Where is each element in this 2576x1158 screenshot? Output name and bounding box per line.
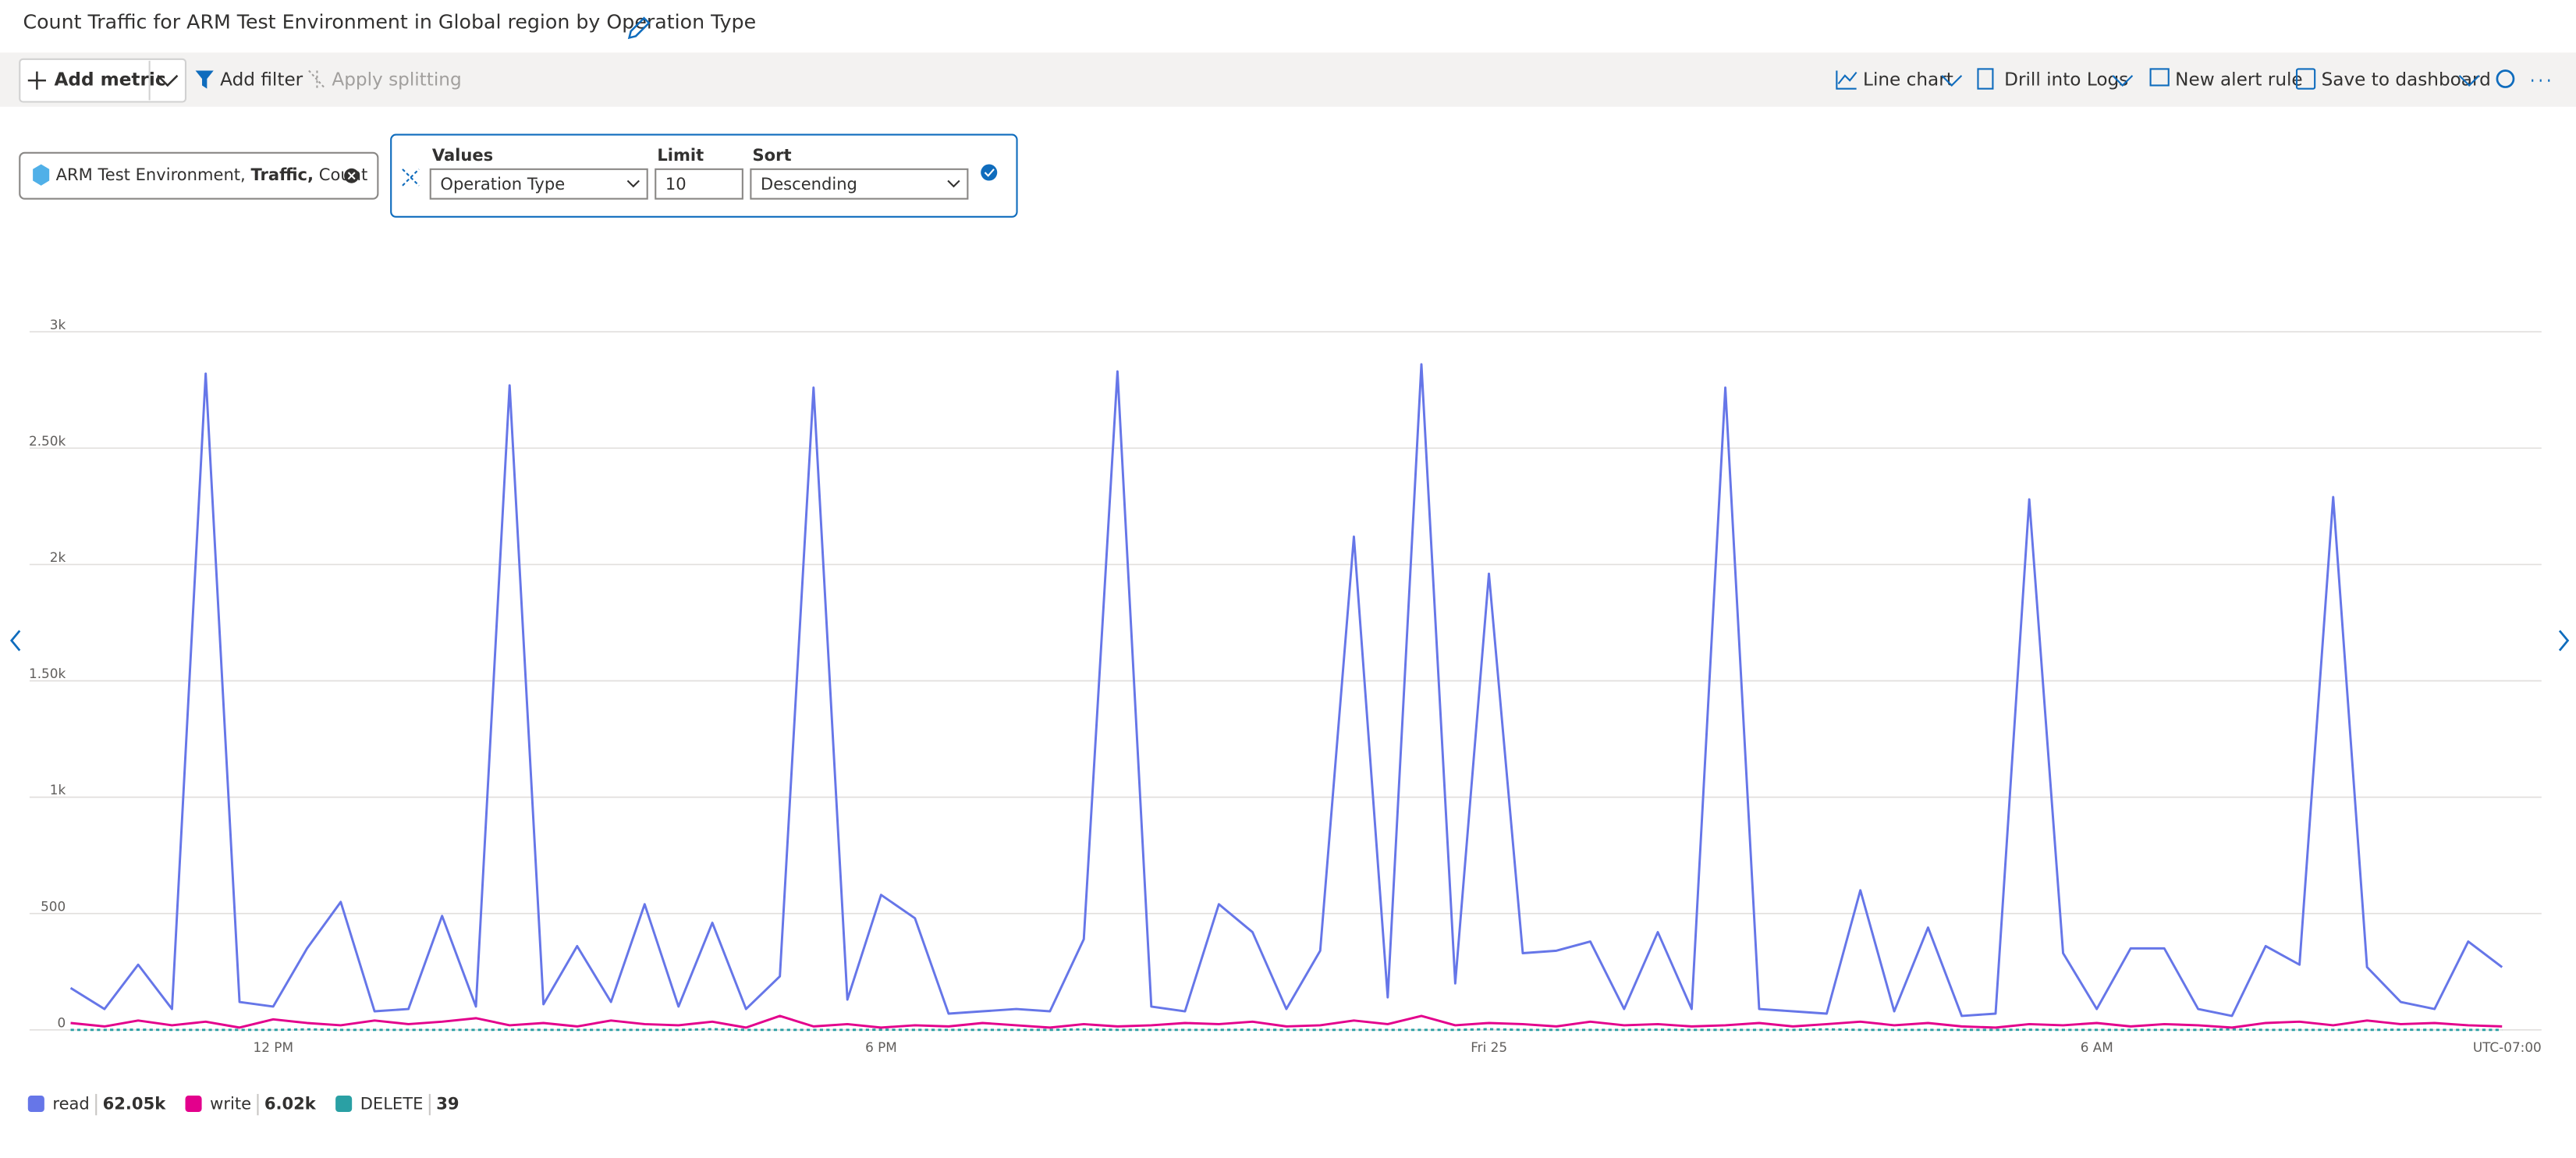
line-chart-icon bbox=[1836, 70, 1857, 90]
edit-title-icon[interactable] bbox=[627, 16, 651, 40]
limit-label: Limit bbox=[657, 145, 704, 165]
logs-icon bbox=[1977, 68, 1994, 90]
y-tick-label: 0 bbox=[58, 1014, 66, 1030]
toolbar bbox=[0, 52, 2576, 107]
legend-swatch bbox=[335, 1096, 353, 1113]
chart-title: Count Traffic for ARM Test Environment i… bbox=[23, 10, 756, 33]
y-tick-label: 2.50k bbox=[29, 433, 66, 449]
add-metric-button[interactable] bbox=[19, 58, 187, 103]
values-label: Values bbox=[432, 145, 493, 165]
series-line bbox=[70, 1014, 2503, 1029]
chevron bbox=[626, 179, 640, 188]
plus-icon bbox=[27, 71, 46, 90]
legend-name: DELETE bbox=[360, 1094, 424, 1114]
y-tick-label: 2k bbox=[50, 549, 66, 565]
values-dropdown[interactable] bbox=[429, 168, 648, 200]
aggregation: Count bbox=[319, 165, 368, 184]
close-glyph bbox=[347, 172, 356, 180]
metric-pill-label: ARM Test Environment, Traffic, Count bbox=[56, 165, 368, 184]
settings-icon[interactable] bbox=[2496, 69, 2515, 88]
split-icon bbox=[402, 169, 420, 186]
check-glyph bbox=[984, 169, 995, 177]
split-icon bbox=[308, 69, 326, 90]
legend-total: 62.05k bbox=[103, 1094, 167, 1114]
limit-value[interactable]: 10 bbox=[665, 174, 687, 194]
chevron[interactable] bbox=[2112, 75, 2134, 87]
x-tick-label: 12 PM bbox=[254, 1039, 293, 1055]
next-button[interactable] bbox=[2558, 630, 2570, 652]
timezone-label: UTC-07:00 bbox=[2473, 1039, 2542, 1055]
y-tick-label: 1k bbox=[50, 782, 66, 797]
add-filter-button[interactable]: Add filter bbox=[220, 70, 303, 91]
dropdown-chevron[interactable] bbox=[157, 74, 179, 87]
previous-button[interactable] bbox=[9, 630, 21, 652]
drill-into-logs-button[interactable]: Drill into Logs bbox=[2004, 70, 2128, 91]
line-chart-button[interactable]: Line chart bbox=[1863, 70, 1953, 91]
apply-button[interactable] bbox=[981, 164, 998, 181]
legend-name: read bbox=[52, 1094, 89, 1114]
resource-icon bbox=[33, 164, 50, 186]
values-selection[interactable]: Operation Type bbox=[440, 174, 565, 194]
legend-total: 39 bbox=[436, 1094, 459, 1114]
resource: ARM Test Environment, bbox=[56, 165, 246, 184]
series-line bbox=[70, 1028, 2503, 1032]
chevron[interactable] bbox=[2458, 75, 2480, 87]
save-to-dashboard-button[interactable]: Save to dashboard bbox=[2322, 70, 2491, 91]
metric-pill[interactable] bbox=[19, 151, 379, 200]
x-tick-label: 6 AM bbox=[2081, 1039, 2113, 1055]
filter-icon bbox=[195, 70, 214, 89]
series-line bbox=[69, 363, 2503, 1018]
plot: 0 500 1k 1.50k 2k 2.50k 3k 12 PM 6 PM Fri 25 6 AM U… bbox=[27, 317, 2542, 1116]
x-tick-label: Fri 25 bbox=[1471, 1039, 1507, 1055]
legend-name: write bbox=[210, 1094, 251, 1114]
chevron bbox=[947, 179, 960, 188]
save-icon bbox=[2295, 68, 2316, 90]
y-tick-label: 1.50k bbox=[29, 666, 66, 681]
sort-dropdown[interactable] bbox=[750, 168, 969, 200]
sort-label: Sort bbox=[752, 145, 791, 165]
chevron[interactable] bbox=[1941, 75, 1963, 87]
limit-input[interactable] bbox=[655, 168, 743, 200]
legend-swatch bbox=[27, 1096, 44, 1113]
sort-selection[interactable]: Descending bbox=[761, 174, 857, 194]
new-alert-rule-button[interactable]: New alert rule bbox=[2175, 70, 2303, 91]
apply-splitting-button[interactable]: Apply splitting bbox=[332, 70, 461, 91]
x-tick-label: 6 PM bbox=[865, 1039, 897, 1055]
metric: Traffic, bbox=[250, 165, 314, 184]
add-metric-label[interactable]: Add metric bbox=[54, 70, 165, 91]
legend-total: 6.02k bbox=[264, 1094, 317, 1114]
legend-swatch bbox=[185, 1096, 202, 1113]
y-tick-label: 3k bbox=[50, 317, 66, 332]
alert-icon bbox=[2149, 68, 2170, 87]
y-tick-label: 500 bbox=[41, 898, 66, 914]
